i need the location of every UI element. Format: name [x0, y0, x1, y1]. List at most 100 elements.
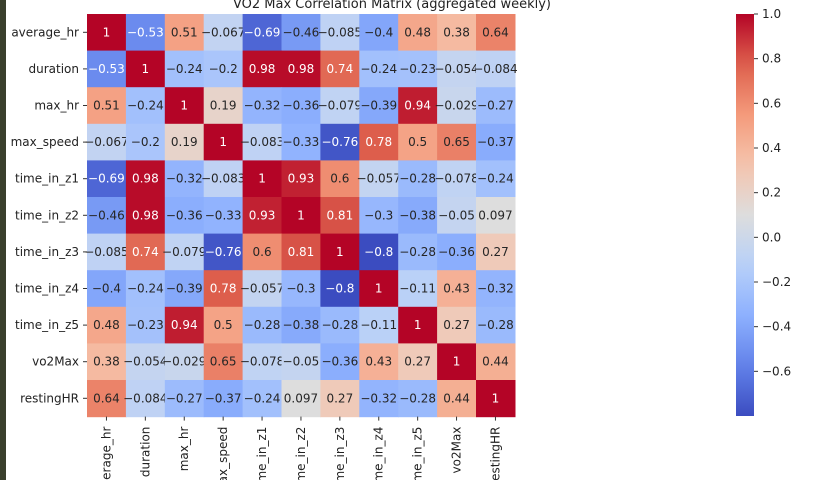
cell-value-label: −0.054 [434, 62, 478, 76]
heatmap-cell [125, 50, 166, 88]
heatmap-cell [242, 233, 283, 271]
cell-value-label: −0.28 [244, 318, 281, 332]
column-label: time_in_z1 [255, 427, 269, 480]
heatmap-cell [437, 380, 477, 418]
heatmap-cell [320, 50, 360, 88]
cell-value-label: 0.64 [93, 391, 120, 405]
heatmap-cell [437, 270, 477, 308]
heatmap-cell [87, 380, 127, 418]
cell-value-label: −0.28 [399, 172, 436, 186]
heatmap-cell [164, 306, 205, 344]
column-labels: average_hr duration max_hr max_speed time_in… [99, 416, 502, 480]
cell-value-label: −0.4 [364, 25, 393, 39]
heatmap-cell [242, 87, 283, 125]
colorbar-tick-label: 0.0 [762, 230, 781, 244]
cell-value-label: −0.085 [318, 25, 362, 39]
cell-value-label: 0.19 [171, 135, 198, 149]
cell-value-label: −0.2 [131, 135, 160, 149]
column-label: max_speed [216, 427, 230, 480]
row-label: restingHR [20, 391, 79, 405]
cell-value-label: 0.43 [443, 282, 470, 296]
cell-value-label: −0.067 [84, 135, 128, 149]
cell-value-label: −0.36 [166, 208, 203, 222]
colorbar-tick-label: −0.6 [762, 364, 791, 378]
heatmap-cell [125, 270, 166, 308]
cell-value-label: 0.65 [210, 355, 237, 369]
heatmap-cell [320, 123, 360, 161]
heatmap-cell [437, 306, 477, 344]
cell-value-label: 1 [453, 355, 461, 369]
cell-value-label: 0.27 [326, 391, 353, 405]
heatmap-cell [281, 14, 321, 52]
heatmap-cell [476, 14, 516, 52]
cell-value-label: 1 [492, 391, 500, 405]
heatmap-cell [476, 233, 516, 271]
cell-value-label: 0.74 [132, 245, 159, 259]
cell-value-label: 0.98 [132, 172, 159, 186]
heatmap-cell [437, 50, 477, 88]
cell-value-label: −0.084 [123, 391, 167, 405]
cell-value-label: −0.24 [477, 172, 514, 186]
cell-value-label: 1 [258, 172, 266, 186]
colorbar-tick-label: −0.2 [762, 275, 791, 289]
heatmap-cell [87, 233, 127, 271]
cell-value-label: −0.39 [360, 99, 397, 113]
cell-value-label: −0.4 [92, 282, 121, 296]
cell-value-label: 1 [414, 318, 422, 332]
heatmap-cell [398, 343, 438, 381]
heatmap-cell [398, 14, 438, 52]
heatmap-cell [203, 306, 244, 344]
cell-value-label: −0.8 [325, 282, 354, 296]
cell-value-label: −0.05 [283, 355, 320, 369]
row-labels: average_hr duration max_hr max_speed time_in… [11, 25, 87, 405]
cell-value-label: 0.38 [93, 355, 120, 369]
colorbar-tick-label: 1.0 [762, 7, 781, 21]
heatmap-cell [320, 233, 360, 271]
cell-value-label: 1 [375, 282, 383, 296]
heatmap-cell [203, 233, 244, 271]
heatmap-cell [164, 14, 205, 52]
cell-value-label: −0.37 [205, 391, 242, 405]
cell-value-label: −0.28 [477, 318, 514, 332]
heatmap-cell [203, 14, 244, 52]
cell-value-label: −0.69 [88, 172, 125, 186]
cell-value-label: −0.36 [321, 355, 358, 369]
cell-value-label: 0.94 [404, 99, 431, 113]
heatmap-cell [125, 343, 166, 381]
cell-value-label: −0.32 [360, 391, 397, 405]
heatmap-cell [242, 343, 283, 381]
heatmap-cell [87, 123, 127, 161]
heatmap-cell [398, 50, 438, 88]
cell-value-label: −0.28 [399, 391, 436, 405]
cell-value-label: −0.24 [166, 62, 203, 76]
heatmap-cell [359, 197, 399, 235]
cell-value-label: 0.5 [408, 135, 427, 149]
column-label: vo2Max [450, 427, 464, 474]
heatmap-cell [164, 87, 205, 125]
column-label: duration [138, 427, 152, 478]
heatmap-cell [203, 50, 244, 88]
colorbar-tick-label: 0.6 [762, 96, 781, 110]
row-label: duration [29, 62, 80, 76]
cell-value-label: −0.32 [244, 99, 281, 113]
heatmap-cell [125, 14, 166, 52]
cell-value-label: −0.085 [84, 245, 128, 259]
heatmap-cell [320, 380, 360, 418]
row-label: time_in_z3 [15, 245, 79, 259]
heatmap-cell [164, 197, 205, 235]
heatmap-cell [203, 343, 244, 381]
cell-value-label: −0.24 [127, 99, 164, 113]
heatmap-cell [359, 123, 399, 161]
cell-value-label: 0.19 [210, 99, 237, 113]
heatmap-cell [164, 233, 205, 271]
cell-value-label: −0.3 [364, 208, 393, 222]
column-label: restingHR [488, 427, 502, 480]
cell-value-label: −0.2 [209, 62, 238, 76]
heatmap-cell [398, 306, 438, 344]
heatmap-cell [281, 270, 321, 308]
cell-value-label: −0.36 [283, 99, 320, 113]
cell-value-label: 0.38 [443, 25, 470, 39]
heatmap-cell [87, 50, 127, 88]
cell-value-label: −0.24 [244, 391, 281, 405]
heatmap-cell [476, 160, 516, 198]
